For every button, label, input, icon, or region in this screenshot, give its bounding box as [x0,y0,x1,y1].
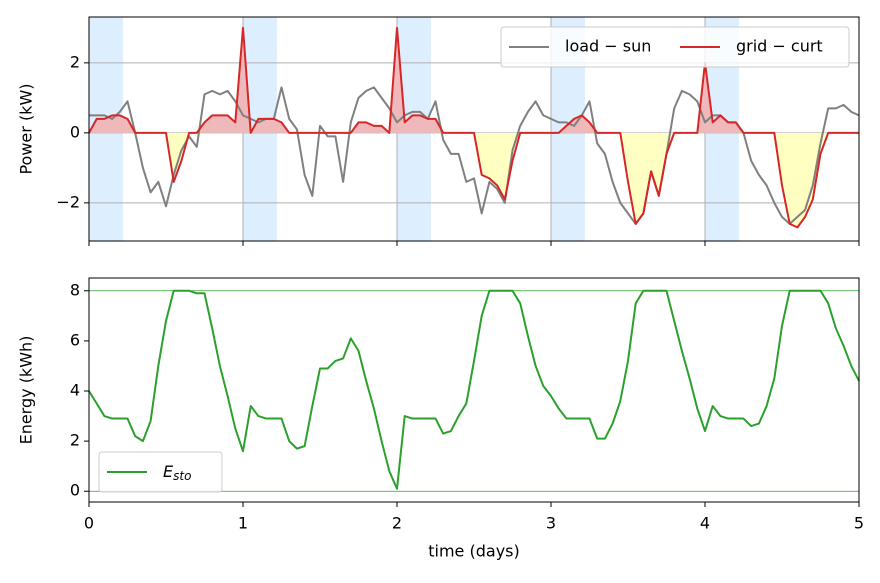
area-below [166,132,829,228]
axes-frame [88,277,860,503]
y-tick-label: 6 [70,330,80,349]
y-tick-label: −2 [56,192,80,211]
y-tick-label: 4 [70,381,80,400]
y-tick-label: 2 [70,52,80,71]
series-line [88,26,859,229]
legend-box [98,451,223,493]
y-tick-label: 0 [70,122,80,141]
y-axis-label: Power (kW) [17,83,36,174]
x-tick-label: 3 [546,514,556,533]
axes-frame [88,16,860,242]
y-tick-label: 8 [70,280,80,299]
legend-box [500,26,850,68]
y-tick-label: 2 [70,431,80,450]
x-tick-label: 5 [854,514,864,533]
x-tick-label: 4 [700,514,710,533]
legend-label: Esto [163,462,191,483]
y-tick-label: 0 [70,481,80,500]
series-line [88,289,860,490]
y-axis-label: Energy (kWh) [17,336,36,445]
x-tick-label: 0 [84,514,94,533]
x-tick-label: 1 [238,514,248,533]
legend-label: grid − curt [736,37,823,56]
x-axis-label: time (days) [428,542,519,561]
x-tick-label: 2 [392,514,402,533]
series-line [89,86,860,225]
legend-label: load − sun [565,37,651,56]
